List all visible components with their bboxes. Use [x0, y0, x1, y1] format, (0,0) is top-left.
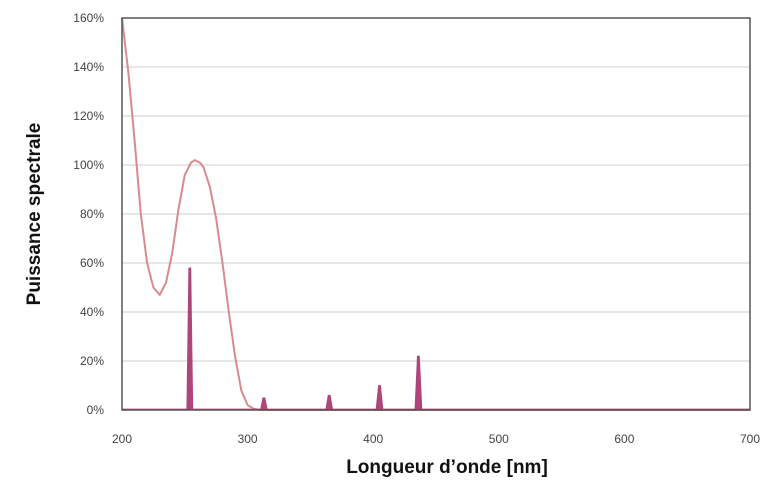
- y-tick-labels: 0% 20% 40% 60% 80% 100% 120% 140% 160%: [73, 11, 104, 417]
- grid-lines: [122, 66, 750, 362]
- x-tick-label: 200: [112, 432, 132, 446]
- y-tick-label: 60%: [80, 256, 104, 270]
- y-tick-label: 140%: [73, 60, 104, 74]
- x-axis-title: Longueur d’onde [nm]: [346, 457, 548, 478]
- y-tick-label: 80%: [80, 207, 104, 221]
- y-tick-label: 120%: [73, 109, 104, 123]
- y-tick-label: 160%: [73, 11, 104, 25]
- emission-peak: [375, 385, 384, 411]
- y-tick-label: 0%: [87, 403, 105, 417]
- y-tick-label: 20%: [80, 354, 104, 368]
- y-axis-title: Puissance spectrale: [24, 123, 45, 306]
- emission-peak: [325, 394, 334, 411]
- y-tick-label: 100%: [73, 158, 104, 172]
- y-tick-label: 40%: [80, 305, 104, 319]
- x-tick-labels: 200 300 400 500 600 700: [112, 432, 760, 446]
- x-tick-label: 600: [614, 432, 634, 446]
- plot-frame: [121, 17, 751, 411]
- x-tick-label: 300: [238, 432, 258, 446]
- continuum-line: [121, 17, 750, 411]
- x-tick-label: 700: [740, 432, 760, 446]
- emission-peak: [259, 397, 268, 411]
- series-layer: [121, 17, 750, 411]
- x-tick-label: 500: [489, 432, 509, 446]
- emission-peak: [414, 355, 423, 411]
- x-tick-label: 400: [363, 432, 383, 446]
- emission-peak: [186, 267, 194, 411]
